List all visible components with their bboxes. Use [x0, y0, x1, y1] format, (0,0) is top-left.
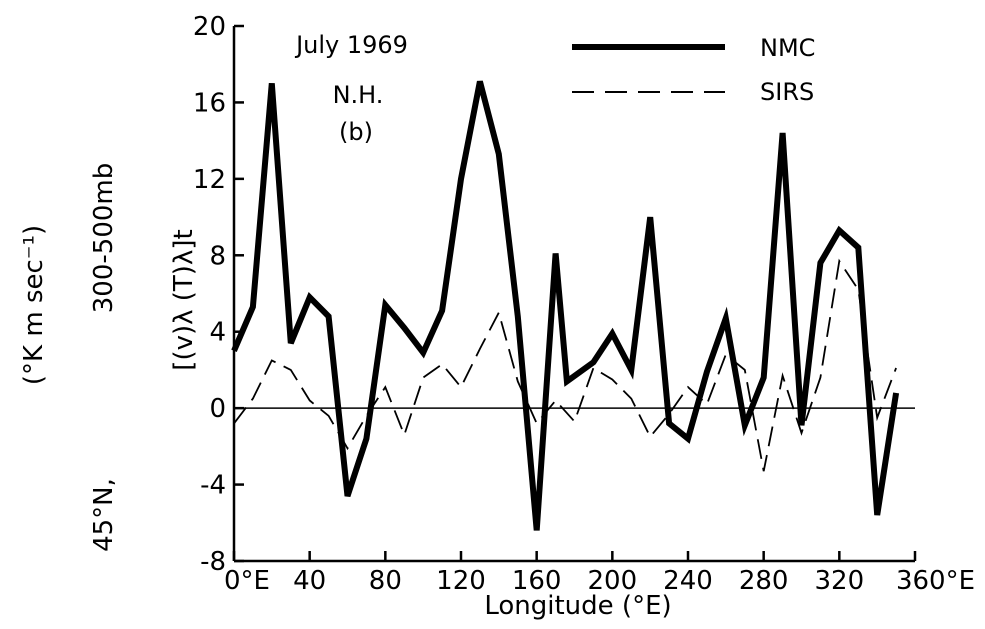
y-axis-title-symbol: [(v)λ (T)λ]t: [169, 229, 199, 370]
series-layer: [231, 80, 900, 531]
annotation-line-3: (b): [339, 118, 373, 146]
x-tick-label: 280: [739, 566, 789, 596]
y-tick-label: 0: [209, 394, 226, 424]
legend: NMC SIRS: [572, 34, 815, 106]
y-tick-label: -8: [200, 547, 226, 577]
y-axis-title-units: (°K m sec⁻¹): [19, 225, 49, 385]
annotation: July 1969 N.H. (b): [294, 31, 408, 146]
series-line-sirs: [233, 258, 897, 472]
x-tick-label: 120: [436, 566, 486, 596]
y-tick-label: 4: [209, 318, 226, 348]
x-tick-label: 80: [369, 566, 402, 596]
y-ticks: -8 -4 0 4 8 12 16 20: [193, 12, 244, 577]
y-tick-label: -4: [200, 471, 226, 501]
y-axis-title-level: 300-500mb: [89, 163, 119, 313]
legend-label-sirs: SIRS: [760, 78, 814, 106]
x-tick-label: 360°E: [896, 566, 975, 596]
y-tick-label: 20: [193, 12, 226, 42]
y-tick-label: 8: [209, 241, 226, 271]
annotation-line-2: N.H.: [333, 81, 384, 109]
series-line-nmc: [231, 80, 900, 531]
x-ticks: 0°E 40 80 120 160 200 240 280 320 360°E: [224, 551, 975, 596]
x-axis-title: Longitude (°E): [484, 591, 671, 621]
annotation-line-1: July 1969: [294, 31, 408, 59]
y-tick-label: 12: [193, 165, 226, 195]
x-tick-label: 40: [293, 566, 326, 596]
x-tick-label: 200: [588, 566, 638, 596]
y-axis-titles: (°K m sec⁻¹) 45°N, 300-500mb [(v)λ (T)λ]…: [19, 163, 199, 552]
x-tick-label: 0°E: [224, 566, 270, 596]
x-tick-label: 320: [815, 566, 865, 596]
y-tick-label: 16: [193, 88, 226, 118]
y-axis-title-latitude: 45°N,: [89, 478, 119, 552]
legend-label-nmc: NMC: [760, 34, 815, 62]
x-tick-label: 160: [512, 566, 562, 596]
x-tick-label: 240: [663, 566, 713, 596]
